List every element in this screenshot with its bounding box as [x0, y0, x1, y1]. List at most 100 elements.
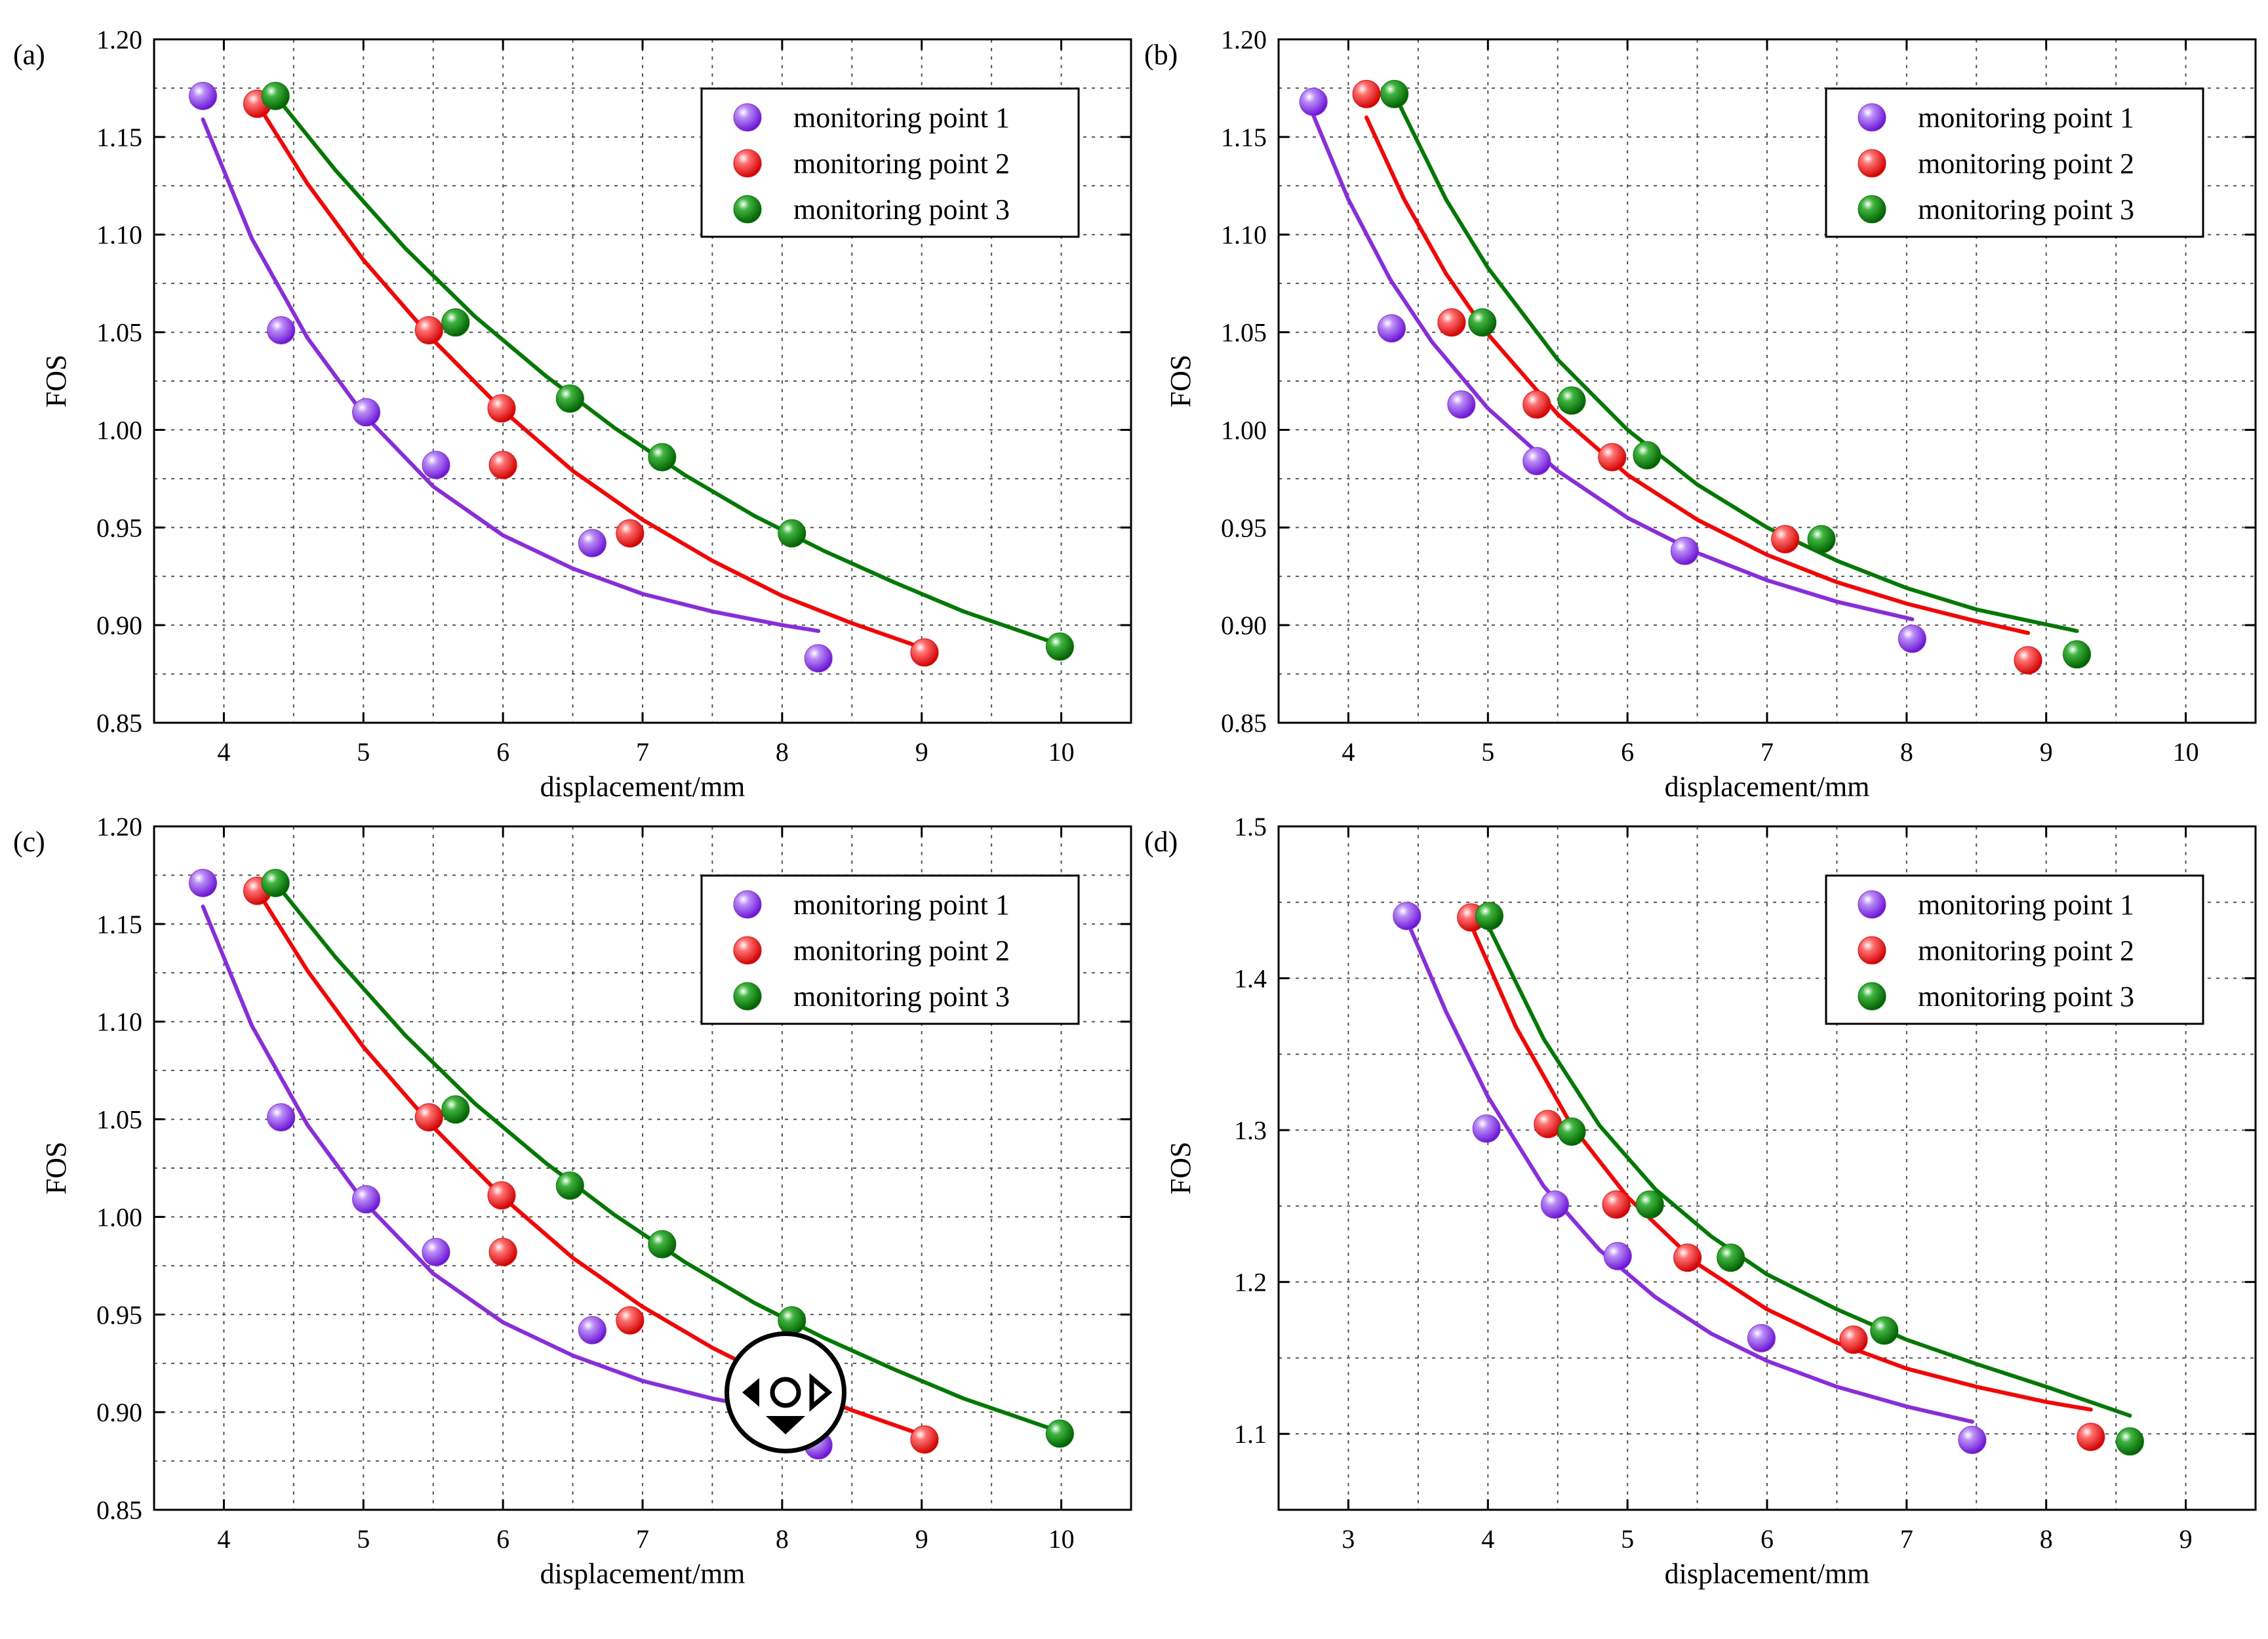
legend-marker	[733, 982, 762, 1011]
data-point-series-2	[487, 394, 516, 423]
data-point-series-2	[414, 1103, 443, 1132]
data-point-series-2	[616, 519, 645, 548]
x-tick-label: 5	[357, 737, 370, 767]
x-tick-label: 8	[1900, 737, 1913, 767]
x-tick-label: 7	[1761, 737, 1774, 767]
data-point-series-2	[1534, 1110, 1562, 1139]
legend-label: monitoring point 3	[1918, 981, 2134, 1013]
legend-label: monitoring point 1	[1918, 102, 2134, 134]
data-point-series-2	[616, 1306, 645, 1335]
x-tick-label: 7	[1900, 1524, 1913, 1554]
y-tick-label: 1.15	[96, 910, 142, 939]
y-tick-label: 0.85	[96, 708, 142, 738]
data-point-series-1	[1747, 1324, 1776, 1352]
y-tick-label: 1.3	[1234, 1116, 1267, 1145]
data-point-series-1	[189, 81, 217, 110]
y-tick-label: 1.5	[1234, 812, 1267, 841]
legend-label: monitoring point 1	[1918, 889, 2134, 921]
data-point-series-1	[1299, 87, 1328, 116]
y-axis-label: FOS	[40, 355, 72, 408]
legend-label: monitoring point 3	[793, 193, 1010, 226]
y-tick-label: 1.15	[1221, 123, 1267, 152]
x-tick-label: 6	[496, 1524, 509, 1554]
legend-label: monitoring point 2	[1918, 935, 2134, 967]
data-point-series-1	[1540, 1190, 1569, 1219]
fit-curve-series-2	[255, 102, 926, 651]
y-axis-label: FOS	[40, 1142, 72, 1195]
data-point-series-3	[555, 1171, 584, 1200]
x-tick-label: 6	[496, 737, 509, 767]
x-tick-label: 10	[1048, 737, 1075, 767]
x-tick-label: 8	[776, 1524, 789, 1554]
x-tick-label: 9	[2179, 1524, 2193, 1554]
data-point-series-3	[1468, 308, 1497, 337]
data-point-series-3	[648, 1230, 677, 1259]
y-tick-label: 1.20	[1221, 25, 1267, 54]
data-point-series-1	[1472, 1114, 1501, 1143]
data-point-series-1	[267, 1103, 296, 1132]
legend-box	[700, 874, 1080, 1025]
data-point-series-2	[910, 1425, 939, 1454]
legend-label: monitoring point 2	[793, 935, 1010, 967]
y-tick-label: 1.4	[1234, 964, 1267, 994]
legend-box	[1825, 874, 2204, 1025]
y-tick-label: 1.1	[1234, 1419, 1267, 1449]
chart-panel-2: 4 5 6 7 8 9 10 0.85 0.90 0.95 1.00 1.05 1.10 1.15 1.20…	[1144, 25, 2257, 803]
data-point-series-2	[1771, 525, 1800, 554]
y-tick-label: 1.00	[96, 1202, 142, 1232]
legend-label: monitoring point 2	[793, 148, 1010, 180]
fit-curve-series-2	[1364, 115, 2030, 636]
data-point-series-3	[261, 81, 290, 110]
fit-curve-series-2	[1469, 923, 2093, 1412]
data-point-series-2	[1437, 308, 1466, 337]
data-point-series-3	[1557, 1117, 1586, 1146]
y-tick-label: 1.10	[1221, 220, 1267, 250]
legend-marker	[733, 195, 762, 224]
legend-label: monitoring point 2	[1918, 148, 2134, 180]
data-point-series-3	[1045, 1419, 1074, 1448]
panel-label: (a)	[13, 39, 45, 71]
data-point-series-3	[441, 1095, 470, 1124]
chart-panel-3: 4 5 6 7 8 9 10 0.85 0.90 0.95 1.00 1.05 1.10 1.15 1.20…	[13, 812, 1132, 1590]
navigation-arrows-icon[interactable]	[725, 1331, 846, 1453]
x-tick-label: 7	[636, 1524, 649, 1554]
data-point-series-3	[778, 1306, 806, 1335]
data-point-series-3	[1557, 386, 1586, 415]
x-tick-label: 9	[915, 737, 928, 767]
fit-curve-series-1	[1404, 918, 1974, 1424]
chart-panel-4: 3 4 5 6 7 8 9 1.1 1.2 1.3 1.4 1.5 displacement/mm FOS…	[1144, 812, 2257, 1590]
y-tick-label: 1.20	[96, 25, 142, 54]
data-point-series-1	[1603, 1242, 1632, 1270]
data-point-series-3	[778, 519, 806, 548]
data-point-series-2	[1352, 79, 1381, 108]
legend-marker	[1858, 149, 1886, 178]
legend-marker	[733, 936, 762, 965]
y-tick-label: 1.05	[1221, 318, 1267, 348]
x-tick-label: 4	[1342, 737, 1355, 767]
y-tick-label: 0.90	[96, 1398, 142, 1427]
y-tick-label: 1.00	[96, 415, 142, 445]
data-point-series-1	[352, 1185, 381, 1214]
data-point-series-2	[1598, 443, 1627, 472]
data-point-series-2	[1839, 1325, 1868, 1354]
x-tick-label: 9	[2040, 737, 2053, 767]
y-tick-label: 1.2	[1234, 1268, 1267, 1297]
data-point-series-3	[441, 308, 470, 337]
data-point-series-1	[578, 1316, 607, 1345]
panel-label: (d)	[1144, 826, 1178, 858]
y-tick-label: 0.85	[1221, 708, 1267, 738]
legend-marker	[1858, 103, 1886, 132]
data-point-series-3	[1807, 525, 1836, 554]
data-point-series-2	[487, 1181, 516, 1210]
fit-curve-series-1	[1311, 113, 1915, 622]
data-point-series-2	[1673, 1244, 1702, 1272]
y-tick-label: 0.85	[96, 1495, 142, 1525]
y-tick-label: 0.95	[96, 1300, 142, 1329]
y-tick-label: 1.15	[96, 123, 142, 152]
y-tick-label: 1.05	[96, 318, 142, 348]
x-tick-label: 10	[2173, 737, 2199, 767]
data-point-series-1	[1377, 314, 1406, 343]
legend-marker	[733, 103, 762, 132]
data-point-series-3	[261, 868, 290, 897]
legend-marker	[1858, 982, 1886, 1011]
